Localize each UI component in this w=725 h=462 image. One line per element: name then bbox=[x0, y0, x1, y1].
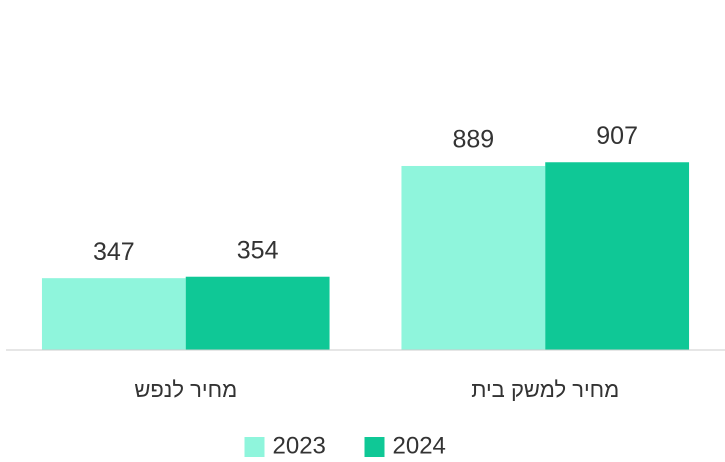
value-label: 354 bbox=[237, 236, 279, 264]
legend-label: 2023 bbox=[273, 432, 326, 459]
x-tick-label: מחיר לנפש bbox=[134, 377, 237, 402]
value-label: 907 bbox=[596, 122, 638, 150]
legend-label: 2024 bbox=[393, 432, 446, 459]
value-label: 347 bbox=[93, 238, 135, 266]
bar bbox=[545, 162, 690, 350]
value-label: 889 bbox=[452, 126, 494, 154]
bar bbox=[41, 278, 186, 350]
legend-swatch bbox=[244, 437, 265, 457]
bar bbox=[401, 165, 546, 350]
x-tick-label: מחיר למשק בית bbox=[471, 377, 619, 402]
legend-swatch bbox=[364, 437, 385, 457]
bar bbox=[185, 276, 330, 350]
